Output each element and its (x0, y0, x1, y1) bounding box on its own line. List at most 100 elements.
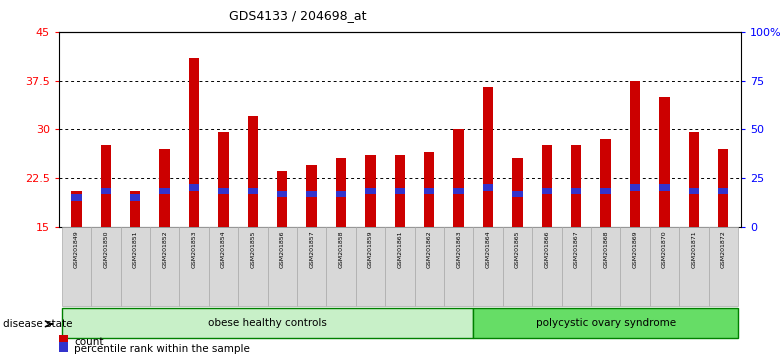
Bar (385, 227, 415, 306)
Bar (483, 184, 493, 191)
Bar (159, 188, 170, 194)
Bar (277, 171, 288, 227)
Bar (503, 227, 532, 306)
Text: GSM201871: GSM201871 (691, 230, 696, 268)
Bar (238, 227, 267, 306)
Text: percentile rank within the sample: percentile rank within the sample (74, 344, 250, 354)
Text: disease state: disease state (3, 319, 73, 329)
Text: GSM201865: GSM201865 (515, 230, 520, 268)
Bar (121, 227, 150, 306)
Text: GSM201852: GSM201852 (162, 230, 167, 268)
Bar (718, 149, 728, 227)
Bar (150, 227, 180, 306)
Text: GSM201857: GSM201857 (309, 230, 314, 268)
Bar (630, 184, 641, 191)
Bar (130, 194, 140, 201)
Bar (620, 227, 650, 306)
Bar (100, 145, 111, 227)
Bar (650, 227, 679, 306)
Bar (453, 188, 464, 194)
Bar (218, 188, 229, 194)
Bar (71, 194, 82, 201)
Bar (542, 145, 552, 227)
Bar (62, 227, 91, 306)
Bar (326, 227, 356, 306)
Text: GDS4133 / 204698_at: GDS4133 / 204698_at (229, 9, 367, 22)
Bar (659, 97, 670, 227)
Text: GSM201862: GSM201862 (426, 230, 432, 268)
Bar (277, 191, 288, 198)
Text: GSM201858: GSM201858 (339, 230, 343, 268)
Text: GSM201849: GSM201849 (74, 230, 79, 268)
Bar (100, 188, 111, 194)
Text: GSM201863: GSM201863 (456, 230, 461, 268)
Bar (532, 227, 561, 306)
Bar (248, 116, 258, 227)
Bar (444, 227, 474, 306)
Text: GSM201851: GSM201851 (132, 230, 138, 268)
Text: GSM201854: GSM201854 (221, 230, 226, 268)
Bar (159, 149, 170, 227)
Bar (424, 152, 434, 227)
Bar (718, 188, 728, 194)
Bar (474, 308, 738, 338)
Text: GSM201855: GSM201855 (250, 230, 256, 268)
Text: obese healthy controls: obese healthy controls (208, 318, 327, 328)
Bar (336, 191, 347, 198)
Bar (709, 227, 738, 306)
Bar (91, 227, 121, 306)
Text: GSM201868: GSM201868 (603, 230, 608, 268)
Bar (248, 188, 258, 194)
Bar (189, 58, 199, 227)
Bar (571, 188, 582, 194)
Text: GSM201853: GSM201853 (191, 230, 197, 268)
Text: GSM201870: GSM201870 (662, 230, 667, 268)
Bar (601, 188, 611, 194)
Bar (561, 227, 591, 306)
Bar (71, 191, 82, 227)
Text: GSM201861: GSM201861 (397, 230, 402, 268)
Text: GSM201850: GSM201850 (103, 230, 108, 268)
Bar (189, 184, 199, 191)
Bar (679, 227, 709, 306)
Text: GSM201867: GSM201867 (574, 230, 579, 268)
Bar (394, 155, 405, 227)
Bar (62, 308, 474, 338)
Text: GSM201869: GSM201869 (633, 230, 637, 268)
Bar (356, 227, 385, 306)
Text: GSM201864: GSM201864 (485, 230, 491, 268)
Bar (424, 188, 434, 194)
Bar (688, 188, 699, 194)
Bar (218, 132, 229, 227)
Bar (415, 227, 444, 306)
Bar (512, 159, 523, 227)
Bar (512, 191, 523, 198)
Bar (336, 159, 347, 227)
Text: GSM201856: GSM201856 (280, 230, 285, 268)
Bar (571, 145, 582, 227)
Bar (209, 227, 238, 306)
Bar (130, 191, 140, 227)
Bar (365, 155, 376, 227)
Text: GSM201872: GSM201872 (720, 230, 726, 268)
Bar (180, 227, 209, 306)
Text: count: count (74, 337, 104, 347)
Bar (394, 188, 405, 194)
Bar (453, 129, 464, 227)
Text: GSM201859: GSM201859 (368, 230, 373, 268)
Bar (474, 227, 503, 306)
Bar (601, 139, 611, 227)
Bar (267, 227, 297, 306)
Bar (542, 188, 552, 194)
Text: GSM201866: GSM201866 (544, 230, 550, 268)
Text: polycystic ovary syndrome: polycystic ovary syndrome (535, 318, 676, 328)
Bar (630, 81, 641, 227)
Bar (365, 188, 376, 194)
Bar (307, 165, 317, 227)
Bar (307, 191, 317, 198)
Bar (297, 227, 326, 306)
Bar (659, 184, 670, 191)
Bar (591, 227, 620, 306)
Bar (483, 87, 493, 227)
Bar (688, 132, 699, 227)
